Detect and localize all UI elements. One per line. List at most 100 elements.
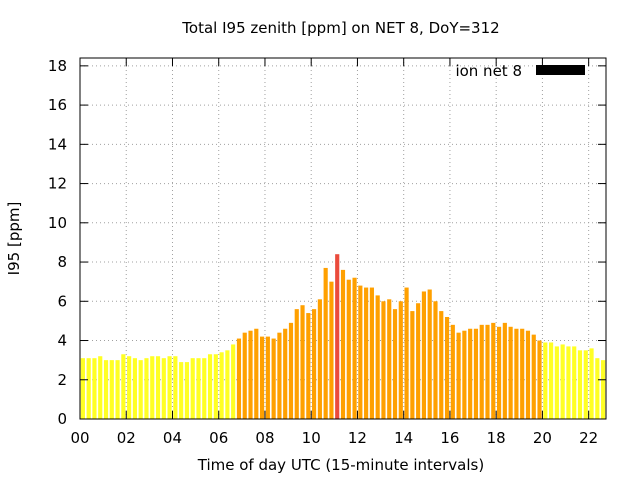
bar (236, 338, 242, 419)
bar (346, 279, 351, 419)
x-axis-label: Time of day UTC (15-minute intervals) (197, 456, 484, 474)
y-tick-label: 18 (48, 57, 67, 75)
bar (375, 295, 380, 419)
bar (520, 328, 525, 419)
bar (404, 287, 409, 419)
bar (554, 346, 559, 419)
legend: ion net 8 (455, 62, 585, 80)
bar (312, 309, 317, 419)
x-tick-label: 20 (533, 429, 552, 447)
bar (601, 360, 606, 419)
bar (109, 360, 114, 419)
y-tick-label: 0 (57, 410, 67, 428)
bar (179, 362, 184, 419)
bar (369, 287, 374, 419)
bar (595, 358, 600, 419)
x-tick-label: 18 (487, 429, 506, 447)
bar (150, 356, 155, 419)
bar (196, 358, 201, 419)
bar (300, 305, 305, 419)
x-tick-label: 22 (579, 429, 598, 447)
y-tick-label: 6 (57, 292, 67, 310)
bar (421, 291, 426, 419)
bar (589, 348, 594, 419)
bar (572, 346, 577, 419)
bar (416, 303, 421, 419)
x-tick-label: 00 (70, 429, 89, 447)
bar (381, 301, 386, 419)
y-tick-label: 16 (48, 96, 67, 114)
bar (450, 324, 455, 419)
bar (92, 358, 97, 419)
bar (577, 350, 583, 419)
bar (127, 356, 132, 419)
bar (514, 328, 519, 419)
y-tick-label: 2 (57, 371, 67, 389)
x-tick-label: 16 (440, 429, 459, 447)
bar (115, 360, 120, 419)
bar (202, 358, 207, 419)
bar (531, 334, 536, 419)
bar (155, 356, 161, 419)
bar (444, 316, 450, 419)
bar (352, 277, 357, 419)
bar (173, 356, 178, 419)
x-tick-label: 02 (117, 429, 136, 447)
bar (496, 326, 502, 419)
bar (433, 301, 438, 419)
y-tick-label: 12 (48, 175, 67, 193)
y-tick-label: 10 (48, 214, 67, 232)
bar (283, 328, 288, 419)
bar (121, 354, 126, 419)
bar (439, 311, 444, 419)
bar (103, 360, 109, 419)
bar (323, 267, 328, 419)
bar (265, 336, 270, 419)
bar (340, 269, 346, 419)
bar (184, 362, 190, 419)
bar (364, 287, 369, 419)
bar (543, 342, 548, 419)
bar (242, 332, 247, 419)
bar (138, 360, 143, 419)
bar (167, 356, 172, 419)
bar (225, 350, 230, 419)
bar (462, 330, 467, 419)
bar (358, 285, 363, 419)
bar (566, 346, 571, 419)
legend-label: ion net 8 (455, 62, 522, 80)
bar (427, 289, 432, 419)
y-tick-label: 8 (57, 253, 67, 271)
bar (144, 358, 149, 419)
y-axis-label: I95 [ppm] (5, 202, 23, 276)
bar (190, 358, 195, 419)
bar (456, 332, 461, 419)
bar (80, 358, 85, 419)
x-tick-label: 06 (209, 429, 228, 447)
bar (207, 354, 213, 419)
legend-swatch (536, 65, 585, 75)
bar (549, 342, 554, 419)
x-tick-label: 10 (302, 429, 321, 447)
bar (254, 328, 259, 419)
bar (277, 332, 282, 419)
chart-title: Total I95 zenith [ppm] on NET 8, DoY=312 (181, 19, 499, 37)
bar (560, 344, 565, 419)
bar (98, 356, 103, 419)
x-tick-label: 12 (348, 429, 367, 447)
x-tick-label: 04 (163, 429, 182, 447)
bar (231, 344, 236, 419)
bar (86, 358, 91, 419)
bar (271, 338, 276, 419)
x-tick-label: 14 (394, 429, 413, 447)
y-tick-label: 14 (48, 135, 67, 153)
bar (288, 322, 294, 419)
bar (317, 299, 322, 419)
bar (398, 301, 403, 419)
plot-border (79, 57, 607, 420)
bar (248, 330, 253, 419)
bar (479, 324, 484, 419)
y-tick-label: 4 (57, 332, 67, 350)
bar (387, 299, 392, 419)
